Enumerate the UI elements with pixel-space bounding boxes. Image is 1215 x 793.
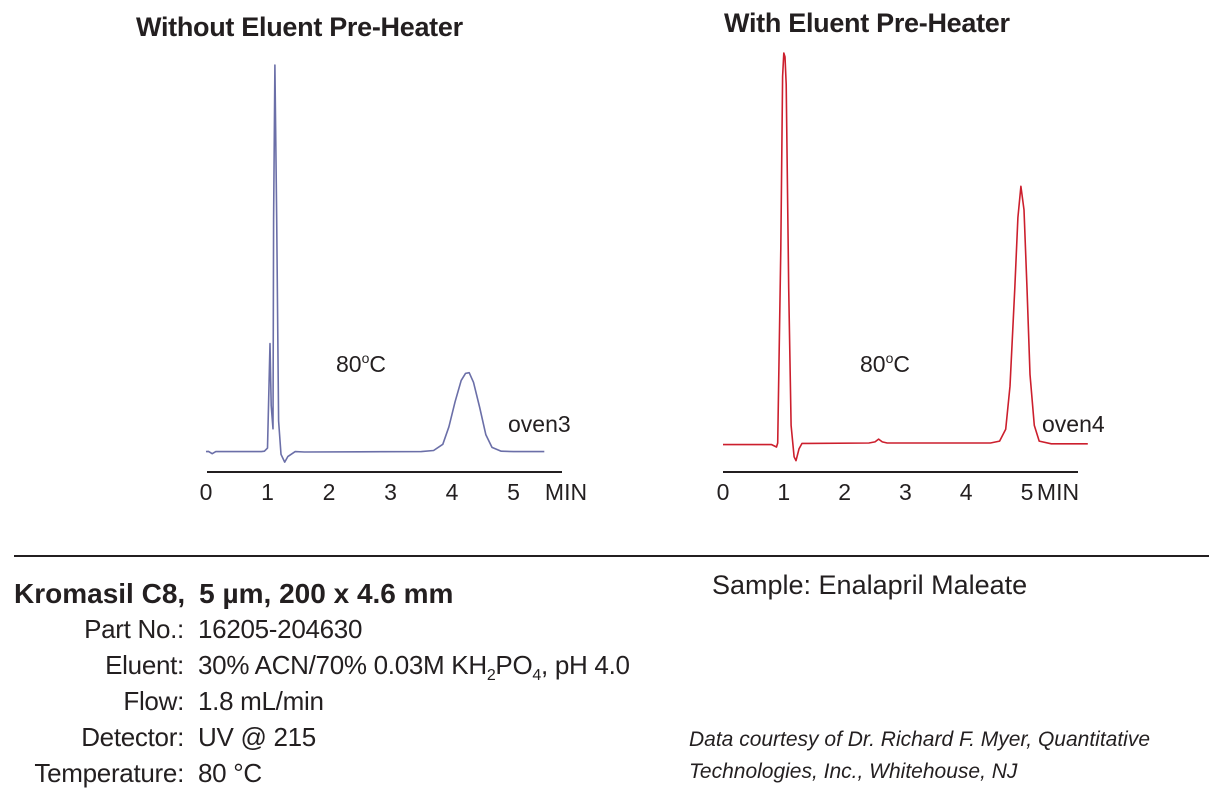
- eluent-part-1: 30% ACN/70% 0.03M KH: [198, 650, 487, 680]
- x-tick-label: 4: [960, 479, 973, 505]
- series-line-oven3: [205, 64, 545, 463]
- detail-label: Part No.:: [84, 614, 184, 644]
- detail-row-eluent: Eluent: 30% ACN/70% 0.03M KH2PO4, pH 4.0: [14, 650, 630, 685]
- x-axis-unit: MIN: [1037, 479, 1079, 505]
- credit-line-2: Technologies, Inc., Whitehouse, NJ: [689, 760, 1018, 783]
- detail-value: 30% ACN/70% 0.03M KH2PO4, pH 4.0: [198, 650, 630, 685]
- detail-row-part-no: Part No.: 16205-204630: [14, 614, 362, 645]
- detail-value: 80 °C: [198, 758, 262, 788]
- detail-row-flow: Flow: 1.8 mL/min: [14, 686, 324, 717]
- eluent-subscript-1: 2: [486, 667, 496, 685]
- detail-label: Eluent:: [105, 650, 184, 680]
- sample-label: Sample: Enalapril Maleate: [712, 570, 1028, 600]
- eluent-part-3: , pH 4.0: [541, 650, 630, 680]
- temperature-annotation: 80oC: [336, 350, 386, 377]
- column-name: Kromasil C8,: [14, 578, 186, 609]
- detail-value: UV @ 215: [198, 722, 316, 752]
- detail-row-temperature: Temperature: 80 °C: [14, 758, 262, 789]
- detail-label: Temperature:: [34, 758, 184, 788]
- x-tick-label: 3: [899, 479, 912, 505]
- column-heading: Kromasil C8, 5 µm, 200 x 4.6 mm: [14, 578, 453, 610]
- chart-title-right: With Eluent Pre-Heater: [724, 8, 1010, 38]
- x-tick-label: 0: [200, 479, 213, 505]
- series-name-label: oven3: [508, 411, 571, 437]
- x-tick-label: 5: [1021, 479, 1034, 505]
- section-divider: [14, 555, 1209, 557]
- series-line-oven4: [723, 52, 1088, 462]
- eluent-part-2: PO: [495, 650, 533, 680]
- x-tick-label: 4: [446, 479, 459, 505]
- x-tick-label: 3: [384, 479, 397, 505]
- detail-label: Flow:: [123, 686, 184, 716]
- detail-value: 1.8 mL/min: [198, 686, 324, 716]
- x-axis-unit: MIN: [545, 479, 587, 505]
- detail-row-detector: Detector: UV @ 215: [14, 722, 316, 753]
- x-tick-label: 5: [507, 479, 520, 505]
- column-spec: 5 µm, 200 x 4.6 mm: [199, 578, 454, 609]
- chart-title-left: Without Eluent Pre-Heater: [136, 12, 463, 42]
- x-tick-label: 0: [717, 479, 730, 505]
- series-name-label: oven4: [1042, 411, 1105, 437]
- x-tick-label: 1: [261, 479, 274, 505]
- credit-line-1: Data courtesy of Dr. Richard F. Myer, Qu…: [689, 728, 1151, 751]
- x-tick-label: 1: [777, 479, 790, 505]
- eluent-subscript-2: 4: [532, 667, 541, 685]
- detail-value: 16205-204630: [198, 614, 363, 644]
- x-tick-label: 2: [323, 479, 336, 505]
- x-tick-label: 2: [838, 479, 851, 505]
- detail-label: Detector:: [81, 722, 184, 752]
- temperature-annotation: 80oC: [860, 350, 910, 377]
